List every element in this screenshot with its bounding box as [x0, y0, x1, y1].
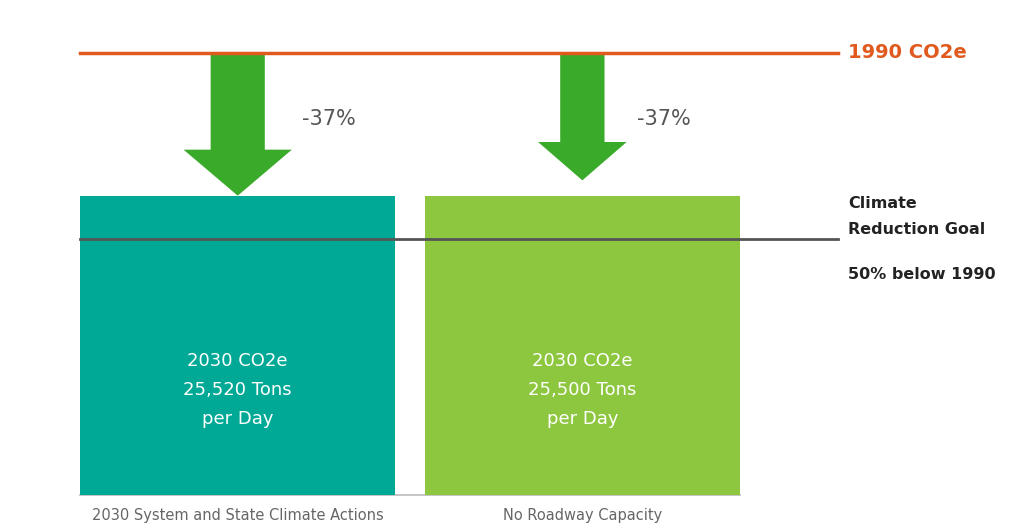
Polygon shape — [538, 52, 627, 180]
Text: No Roadway Capacity: No Roadway Capacity — [503, 508, 662, 522]
Text: -37%: -37% — [302, 109, 355, 129]
Bar — [80, 196, 395, 495]
Polygon shape — [183, 52, 292, 196]
Text: Reduction Goal: Reduction Goal — [848, 222, 985, 237]
Text: 1990 CO2e: 1990 CO2e — [848, 43, 967, 62]
Text: 50% below 1990: 50% below 1990 — [848, 267, 996, 282]
Text: 2030 CO2e
25,500 Tons
per Day: 2030 CO2e 25,500 Tons per Day — [528, 352, 637, 428]
Text: 2030 System and State Climate Actions: 2030 System and State Climate Actions — [92, 508, 384, 522]
Bar — [425, 196, 740, 495]
Text: Climate: Climate — [848, 196, 916, 211]
Text: -37%: -37% — [637, 109, 690, 129]
Text: 2030 CO2e
25,520 Tons
per Day: 2030 CO2e 25,520 Tons per Day — [183, 352, 292, 428]
